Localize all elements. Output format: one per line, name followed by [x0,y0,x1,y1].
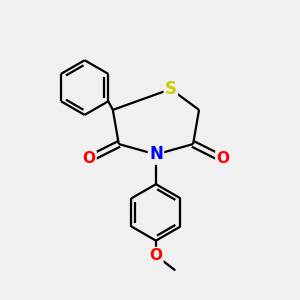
Text: O: O [216,152,229,166]
Text: O: O [149,248,162,263]
Text: O: O [82,152,96,166]
Text: N: N [149,146,163,164]
Text: S: S [165,80,177,98]
